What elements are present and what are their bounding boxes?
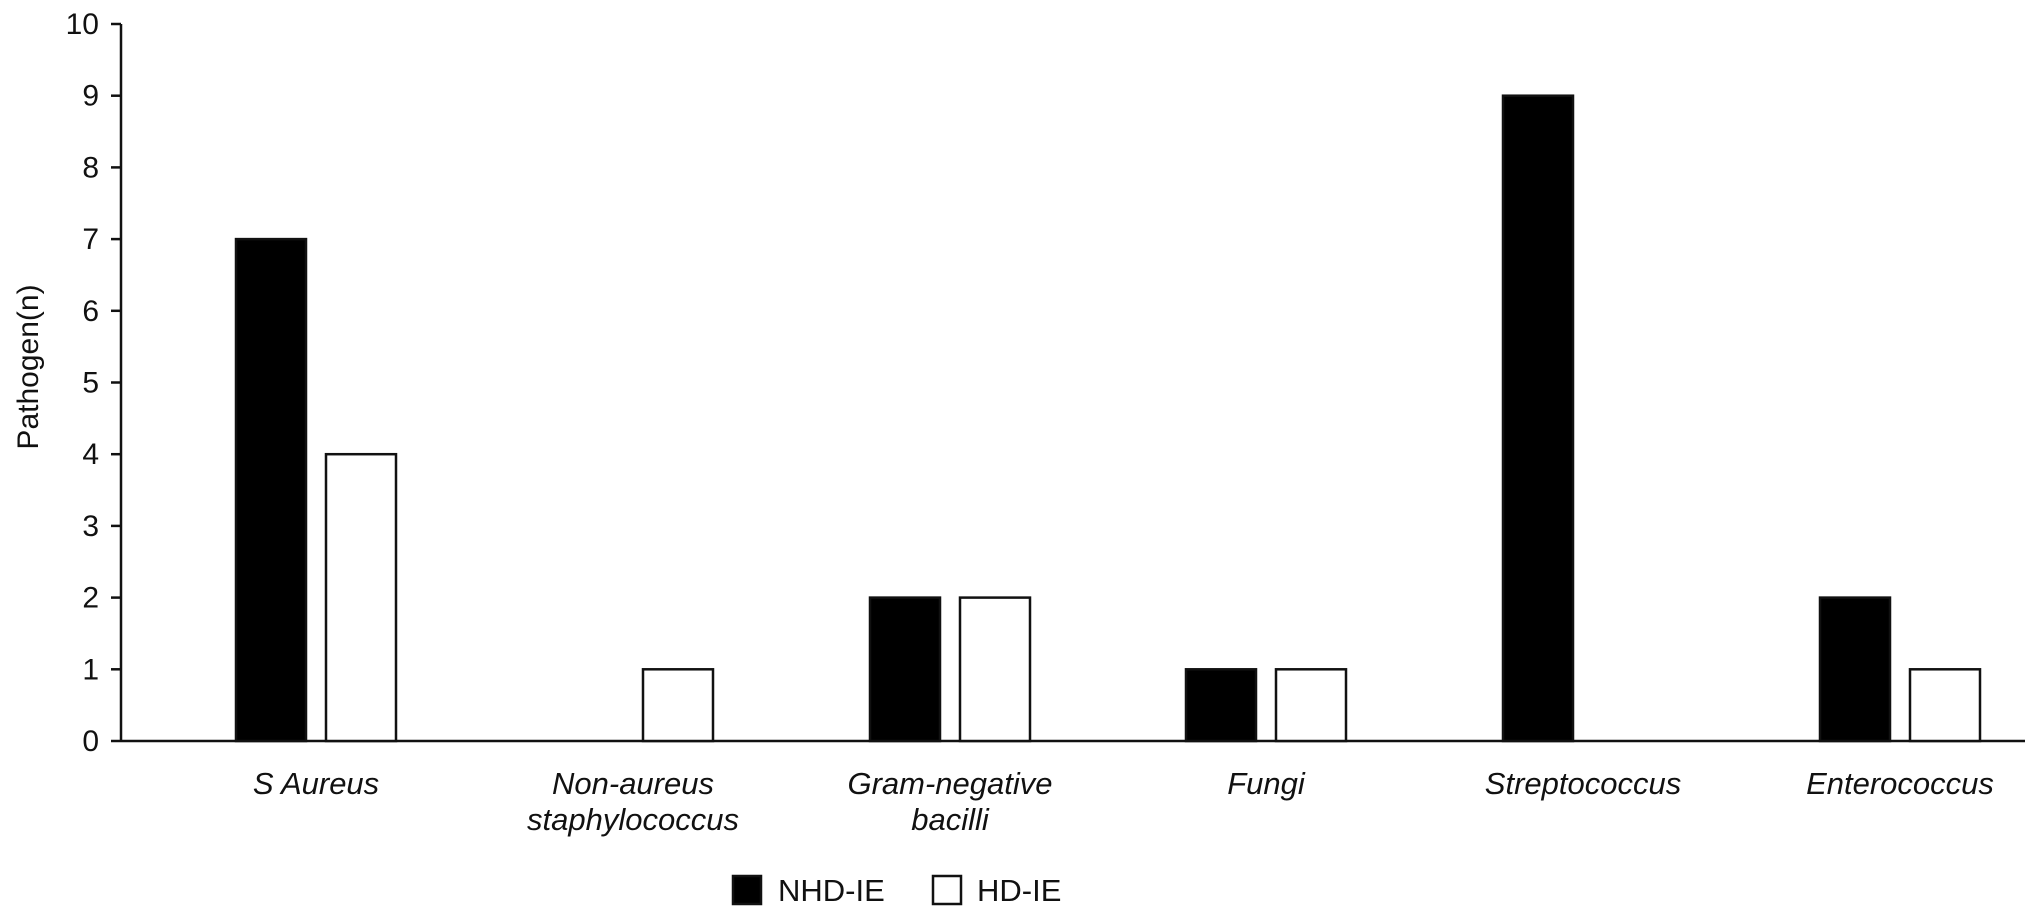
bar-hd-ie-3 — [1274, 668, 1348, 743]
legend-swatch-hd-ie — [931, 874, 963, 906]
bar-nhd-ie-5 — [1818, 596, 1892, 743]
y-axis: 0 1 2 3 4 5 6 7 8 9 10 — [66, 8, 123, 758]
y-tick-label: 8 — [82, 151, 99, 184]
y-tick-label: 7 — [82, 223, 99, 256]
bar-hd-ie-0 — [324, 452, 398, 743]
y-tick-label: 9 — [82, 80, 99, 113]
bar-nhd-ie-4 — [1501, 94, 1575, 743]
legend-label-hd-ie: HD-IE — [977, 873, 1061, 908]
x-tick-label: Non-aureus staphylococcus — [527, 766, 739, 837]
bar-nhd-ie-2 — [868, 596, 942, 743]
legend-swatch-nhd-ie — [731, 874, 763, 906]
x-tick-label: Fungi — [1227, 766, 1306, 801]
x-tick-label: Gram-negative bacilli — [847, 766, 1052, 837]
y-axis-label: Pathogen(n) — [12, 284, 45, 449]
bar-nhd-ie-3 — [1184, 668, 1258, 743]
bars — [234, 94, 1982, 743]
y-tick-label: 1 — [82, 653, 99, 686]
x-tick-label: Streptococcus — [1485, 766, 1681, 801]
y-tick-label: 4 — [82, 438, 99, 471]
legend-label-nhd-ie: NHD-IE — [778, 873, 885, 908]
bar-hd-ie-1 — [641, 668, 715, 743]
y-tick-label: 5 — [82, 367, 99, 400]
y-tick-label: 3 — [82, 510, 99, 543]
bar-hd-ie-2 — [958, 596, 1032, 743]
y-tick-label: 6 — [82, 295, 99, 328]
legend: NHD-IE HD-IE — [731, 873, 1061, 908]
bar-nhd-ie-0 — [234, 237, 308, 743]
y-tick-label: 0 — [82, 725, 99, 758]
y-tick-label: 10 — [66, 8, 99, 41]
y-tick-label: 2 — [82, 582, 99, 615]
x-tick-label: Enterococcus — [1806, 766, 1994, 801]
bar-hd-ie-5 — [1908, 668, 1982, 743]
x-tick-label: S Aureus — [253, 766, 379, 801]
category-labels: S Aureus Non-aureus staphylococcus Gram-neg… — [253, 766, 1994, 837]
